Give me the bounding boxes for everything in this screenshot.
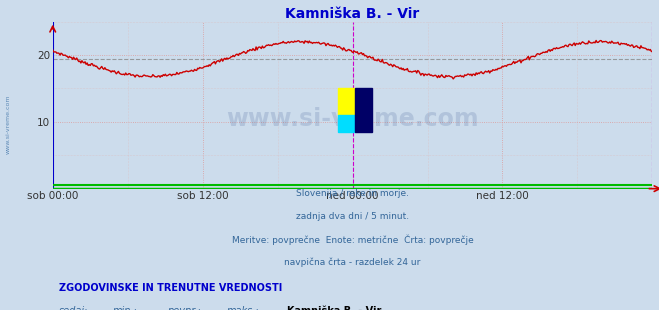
Title: Kamniška B. - Vir: Kamniška B. - Vir xyxy=(285,7,420,20)
Bar xyxy=(338,115,355,132)
Text: zadnja dva dni / 5 minut.: zadnja dva dni / 5 minut. xyxy=(296,212,409,221)
Text: min.:: min.: xyxy=(113,306,138,310)
Text: sedaj:: sedaj: xyxy=(59,306,88,310)
Text: Kamniška B. - Vir: Kamniška B. - Vir xyxy=(287,306,381,310)
Text: navpična črta - razdelek 24 ur: navpična črta - razdelek 24 ur xyxy=(285,258,420,267)
Text: povpr.:: povpr.: xyxy=(167,306,200,310)
Bar xyxy=(338,88,355,115)
Text: Meritve: povprečne  Enote: metrične  Črta: povprečje: Meritve: povprečne Enote: metrične Črta:… xyxy=(232,235,473,245)
Text: maks.:: maks.: xyxy=(227,306,259,310)
Text: www.si-vreme.com: www.si-vreme.com xyxy=(5,94,11,154)
Text: www.si-vreme.com: www.si-vreme.com xyxy=(226,107,479,131)
Bar xyxy=(355,88,372,132)
Text: ZGODOVINSKE IN TRENUTNE VREDNOSTI: ZGODOVINSKE IN TRENUTNE VREDNOSTI xyxy=(59,283,282,293)
Text: Slovenija / reke in morje.: Slovenija / reke in morje. xyxy=(296,189,409,198)
